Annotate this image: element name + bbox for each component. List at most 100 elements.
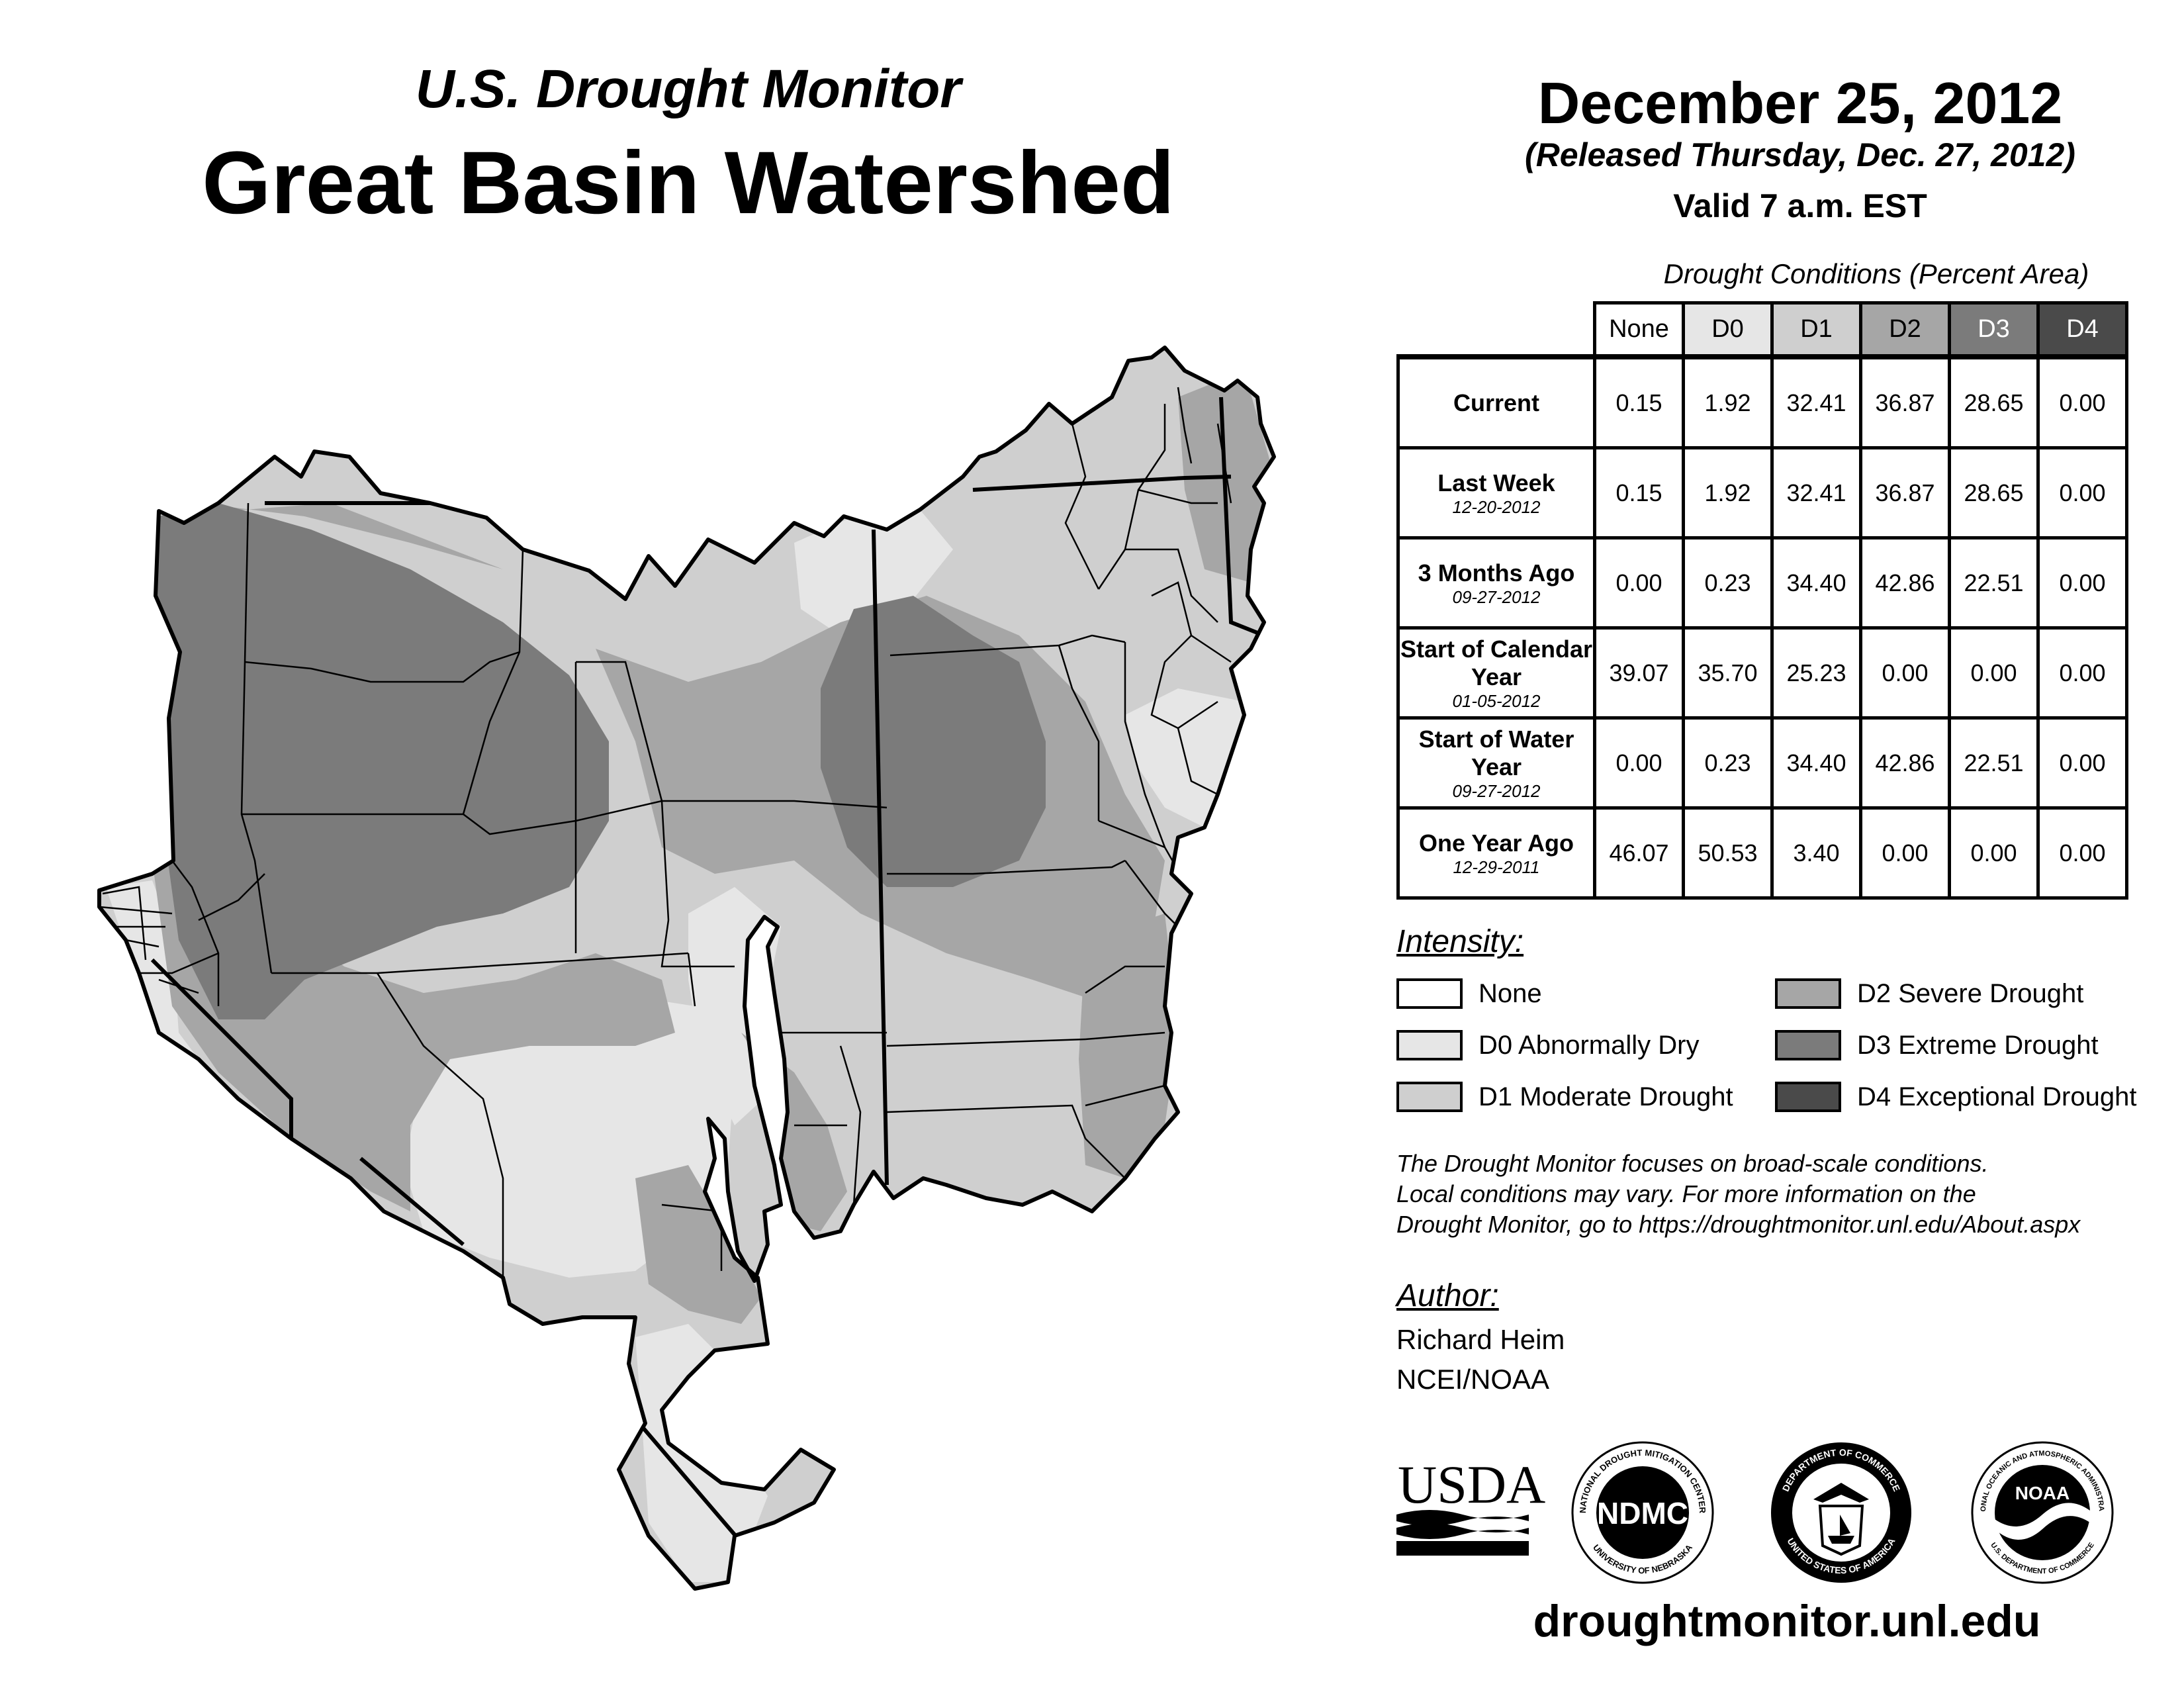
table-cell: 22.51 — [1948, 536, 2040, 630]
table-cell: 0.00 — [2036, 716, 2128, 810]
legend-swatch-none — [1396, 978, 1463, 1009]
table-cell: 28.65 — [1948, 446, 2040, 539]
author-org: NCEI/NOAA — [1396, 1364, 1550, 1395]
table-row-start-water-year: Start of Water Year 09-27-2012 0.00 0.23… — [1396, 716, 2128, 810]
table-cell: 1.92 — [1682, 354, 1774, 449]
legend-swatch-d4 — [1775, 1082, 1841, 1112]
website-link[interactable]: droughtmonitor.unl.edu — [1533, 1596, 2041, 1646]
legend-item-none: None — [1396, 978, 1542, 1009]
table-row-current: Current 0.15 1.92 32.41 36.87 28.65 0.00 — [1396, 354, 2128, 449]
table-row-3-months-ago: 3 Months Ago 09-27-2012 0.00 0.23 34.40 … — [1396, 536, 2128, 630]
column-header-none: None — [1593, 301, 1685, 359]
map-subtitle: U.S. Drought Monitor — [415, 59, 962, 119]
eagle-icon — [1813, 1483, 1869, 1503]
row-title: Current — [1453, 389, 1539, 416]
column-header-d1: D1 — [1770, 301, 1862, 359]
row-label-3-months-ago: 3 Months Ago 09-27-2012 — [1396, 536, 1596, 630]
table-cell: 35.70 — [1682, 626, 1774, 720]
table-cell: 42.86 — [1859, 716, 1951, 810]
row-date: 12-20-2012 — [1452, 496, 1541, 517]
row-title: Start of Calendar Year — [1400, 635, 1593, 690]
table-cell: 32.41 — [1770, 354, 1862, 449]
table-cell: 34.40 — [1770, 536, 1862, 630]
row-date: 09-27-2012 — [1452, 586, 1541, 607]
column-header-d3: D3 — [1948, 301, 2040, 359]
table-cell: 0.15 — [1593, 446, 1685, 539]
legend-label: D1 Moderate Drought — [1479, 1082, 1733, 1111]
table-cell: 0.15 — [1593, 354, 1685, 449]
table-row-last-week: Last Week 12-20-2012 0.15 1.92 32.41 36.… — [1396, 446, 2128, 539]
table-cell: 0.00 — [2036, 446, 2128, 539]
row-title: Start of Water Year — [1418, 725, 1574, 780]
row-label-current: Current — [1396, 354, 1596, 449]
table-cell: 0.00 — [1948, 626, 2040, 720]
legend-label: D2 Severe Drought — [1857, 978, 2084, 1008]
table-cell: 0.00 — [2036, 626, 2128, 720]
legend-title: Intensity: — [1396, 924, 1524, 959]
column-header-d4: D4 — [2036, 301, 2128, 359]
table-corner — [1398, 303, 1596, 359]
legend-label: D4 Exceptional Drought — [1857, 1082, 2137, 1111]
disclaimer-line: Local conditions may vary. For more info… — [1396, 1180, 1976, 1207]
row-label-one-year-ago: One Year Ago 12-29-2011 — [1396, 806, 1596, 900]
table-cell: 42.86 — [1859, 536, 1951, 630]
legend-swatch-d3 — [1775, 1030, 1841, 1060]
table-cell: 32.41 — [1770, 446, 1862, 539]
table-cell: 50.53 — [1682, 806, 1774, 900]
table-cell: 22.51 — [1948, 716, 2040, 810]
legend-item-d4: D4 Exceptional Drought — [1775, 1082, 2136, 1112]
row-title: One Year Ago — [1418, 829, 1574, 857]
map-title: Great Basin Watershed — [202, 134, 1175, 232]
table-header-row: None D0 D1 D2 D3 D4 — [1398, 301, 2128, 359]
table-cell: 25.23 — [1770, 626, 1862, 720]
table-cell: 0.00 — [1593, 536, 1685, 630]
table-cell: 0.00 — [2036, 354, 2128, 449]
drought-map — [97, 346, 1276, 1591]
row-date: 09-27-2012 — [1452, 780, 1541, 801]
usda-logo: USDA — [1396, 1454, 1545, 1556]
row-date: 01-05-2012 — [1452, 690, 1541, 711]
column-header-d2: D2 — [1859, 301, 1951, 359]
release-date: (Released Thursday, Dec. 27, 2012) — [1525, 136, 2075, 173]
table-cell: 0.00 — [1859, 806, 1951, 900]
author-name: Richard Heim — [1396, 1324, 1565, 1355]
commerce-seal: DEPARTMENT OF COMMERCE UNITED STATES OF … — [1771, 1442, 1911, 1583]
table-cell: 46.07 — [1593, 806, 1685, 900]
usda-text: USDA — [1398, 1454, 1545, 1515]
row-label-start-water-year: Start of Water Year 09-27-2012 — [1396, 716, 1596, 810]
disclaimer: The Drought Monitor focuses on broad-sca… — [1396, 1149, 2184, 1240]
noaa-text: NOAA — [2015, 1483, 2070, 1503]
row-title: 3 Months Ago — [1418, 559, 1575, 586]
legend-swatch-d0 — [1396, 1030, 1463, 1060]
legend-label: D0 Abnormally Dry — [1479, 1030, 1700, 1060]
table-row-one-year-ago: One Year Ago 12-29-2011 46.07 50.53 3.40… — [1396, 806, 2128, 900]
row-date: 12-29-2011 — [1453, 857, 1540, 877]
table-cell: 3.40 — [1770, 806, 1862, 900]
ndmc-logo: NDMC NATIONAL DROUGHT MITIGATION CENTER … — [1571, 1441, 1714, 1584]
row-title: Last Week — [1437, 469, 1555, 496]
row-label-start-calendar-year: Start of Calendar Year 01-05-2012 — [1396, 626, 1596, 720]
table-cell: 0.00 — [1948, 806, 2040, 900]
table-row-start-calendar-year: Start of Calendar Year 01-05-2012 39.07 … — [1396, 626, 2128, 720]
valid-time: Valid 7 a.m. EST — [1673, 187, 1927, 224]
table-cell: 0.23 — [1682, 716, 1774, 810]
legend-swatch-d1 — [1396, 1082, 1463, 1112]
table-cell: 1.92 — [1682, 446, 1774, 539]
drought-conditions-table: None D0 D1 D2 D3 D4 Current 0.15 1.92 32… — [1396, 301, 2128, 900]
disclaimer-line: The Drought Monitor focuses on broad-sca… — [1396, 1150, 1989, 1177]
table-cell: 0.00 — [2036, 806, 2128, 900]
row-label-last-week: Last Week 12-20-2012 — [1396, 446, 1596, 539]
table-cell: 0.23 — [1682, 536, 1774, 630]
legend-label: None — [1479, 978, 1542, 1008]
table-cell: 36.87 — [1859, 354, 1951, 449]
table-cell: 0.00 — [2036, 536, 2128, 630]
table-cell: 39.07 — [1593, 626, 1685, 720]
map-date: December 25, 2012 — [1537, 70, 2063, 136]
table-cell: 36.87 — [1859, 446, 1951, 539]
partner-logos: USDA NDMC NATIONAL DROUGHT MITIGATION CE… — [1390, 1436, 2114, 1584]
table-cell: 28.65 — [1948, 354, 2040, 449]
legend-label: D3 Extreme Drought — [1857, 1030, 2099, 1060]
legend-swatch-d2 — [1775, 978, 1841, 1009]
table-caption: Drought Conditions (Percent Area) — [1663, 258, 2089, 289]
noaa-bird-icon — [1995, 1503, 2090, 1540]
